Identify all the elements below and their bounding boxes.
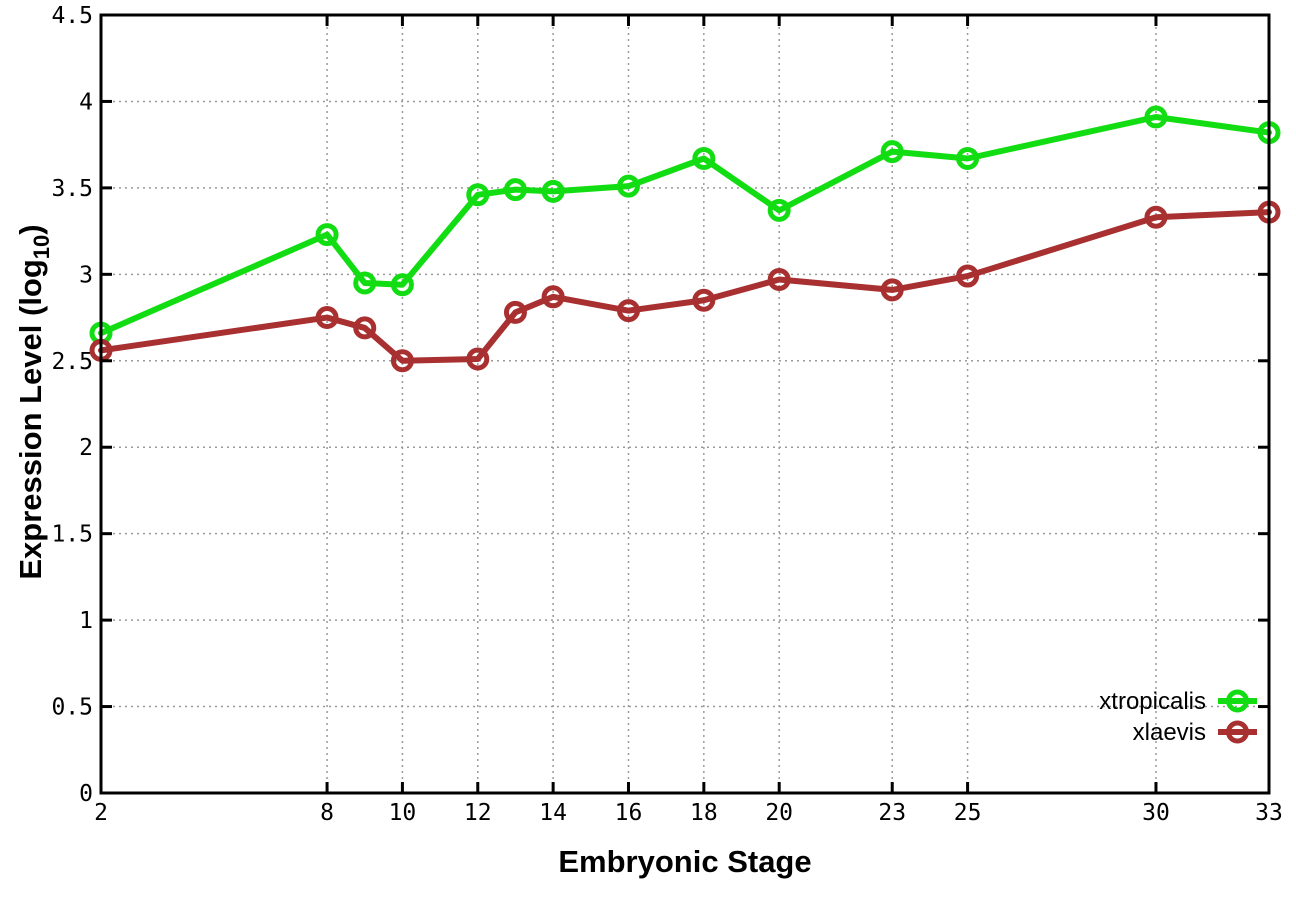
plot-border	[99, 13, 1271, 795]
data-point-xtropicalis	[767, 198, 791, 222]
data-point-xlaevis	[541, 285, 565, 309]
series-line-xlaevis	[98, 209, 1272, 364]
x-tick-label: 10	[389, 800, 417, 826]
y-tick-label: 0	[79, 781, 93, 807]
y-tick-label: 0.5	[51, 695, 93, 721]
x-tick-label: 23	[878, 800, 906, 826]
x-tick-label: 12	[464, 800, 492, 826]
y-tick-label: 3	[79, 262, 93, 288]
data-point-xlaevis	[353, 316, 377, 340]
y-tick-label: 4.5	[51, 3, 93, 29]
data-point-xtropicalis	[315, 223, 339, 247]
data-point-xlaevis	[390, 349, 414, 373]
data-point-xlaevis	[767, 268, 791, 292]
data-point-xtropicalis	[353, 271, 377, 295]
data-point-xlaevis	[503, 300, 527, 324]
tick-label-layer: 2 8 10 12 14 16 18 20 23 25 30 33 0 0.5 1 1.5 2 2.5 3 3.5 4 4…	[51, 3, 1282, 826]
legend-label: xtropicalis	[1099, 688, 1206, 715]
y-axis-title: Expression Level (log10)	[13, 224, 54, 579]
x-tick-label: 20	[765, 800, 793, 826]
series-line-xtropicalis	[98, 114, 1272, 337]
data-point-xlaevis	[466, 347, 490, 371]
y-tick-label: 4	[79, 89, 93, 115]
data-point-xtropicalis	[541, 179, 565, 203]
data-point-xlaevis	[1144, 205, 1168, 229]
y-tick-label: 2	[79, 435, 93, 461]
legend: xtropicalis xlaevis	[1099, 688, 1257, 746]
legend-entry-xlaevis: xlaevis	[1133, 719, 1257, 746]
data-point-xlaevis	[616, 299, 640, 323]
x-tick-label: 30	[1142, 800, 1170, 826]
data-point-xtropicalis	[616, 174, 640, 198]
data-point-xtropicalis	[390, 273, 414, 297]
data-point-xtropicalis	[466, 183, 490, 207]
data-point-xtropicalis	[956, 146, 980, 170]
legend-label: xlaevis	[1133, 719, 1206, 746]
x-tick-label: 2	[94, 800, 108, 826]
y-tick-label: 2.5	[51, 349, 93, 375]
data-point-xtropicalis	[1144, 105, 1168, 129]
axis-layer	[99, 13, 1271, 795]
x-tick-label: 8	[320, 800, 334, 826]
grid-layer	[101, 15, 1269, 793]
data-point-xtropicalis	[880, 140, 904, 164]
data-point-xtropicalis	[503, 178, 527, 202]
data-point-xlaevis	[692, 288, 716, 312]
y-tick-label: 1	[79, 608, 93, 634]
data-point-xlaevis	[880, 278, 904, 302]
y-tick-label: 3.5	[51, 176, 93, 202]
y-tick-label: 1.5	[51, 522, 93, 548]
data-point-xlaevis	[956, 264, 980, 288]
x-tick-label: 33	[1255, 800, 1283, 826]
data-point-xtropicalis	[692, 146, 716, 170]
legend-marker	[1226, 720, 1249, 744]
x-tick-label: 18	[690, 800, 718, 826]
legend-marker	[1226, 689, 1249, 713]
x-tick-label: 16	[615, 800, 643, 826]
data-point-xlaevis	[315, 306, 339, 330]
x-axis-title: Embryonic Stage	[558, 844, 811, 879]
x-tick-label: 14	[539, 800, 567, 826]
x-tick-label: 25	[954, 800, 982, 826]
legend-entry-xtropicalis: xtropicalis	[1099, 688, 1257, 715]
series-layer	[89, 105, 1281, 373]
